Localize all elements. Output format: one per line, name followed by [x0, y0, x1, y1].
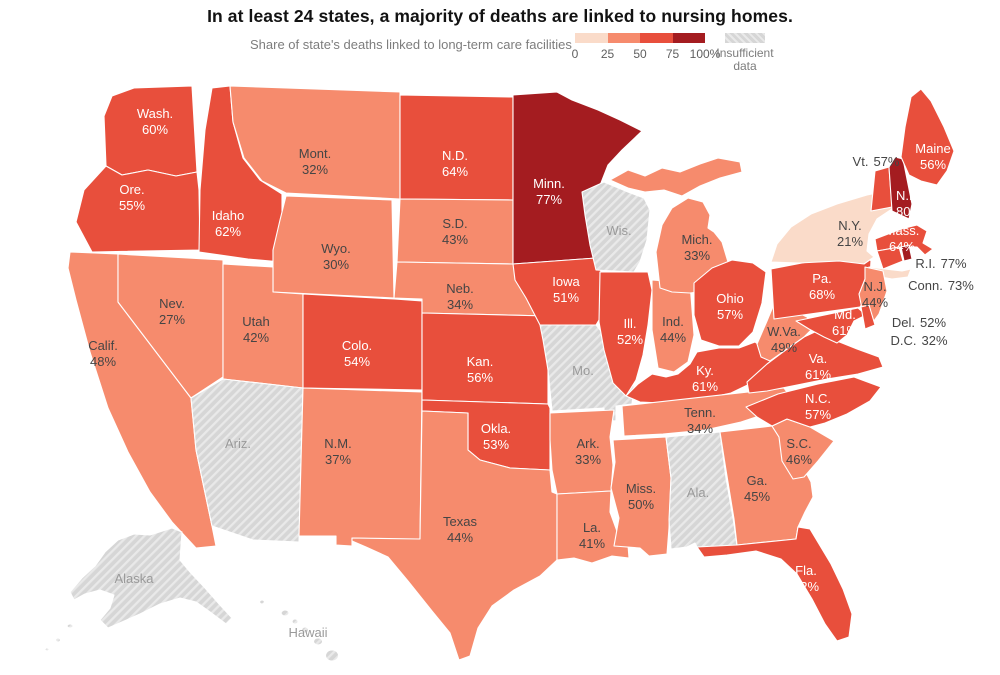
state-wi[interactable] — [581, 181, 651, 273]
state-tx[interactable] — [351, 410, 558, 661]
legend-tick: 25 — [600, 47, 615, 61]
state-ak[interactable] — [55, 637, 62, 643]
legend-tick: 50 — [633, 47, 647, 61]
state-label-ky: Ky. 61% — [692, 363, 718, 394]
state-label-de: Del. 52% — [892, 315, 947, 330]
legend-insufficient-swatch — [725, 33, 765, 43]
state-hi[interactable] — [259, 599, 266, 605]
state-label-tx: Texas 44% — [443, 514, 477, 545]
state-label-nv: Nev. 27% — [159, 296, 185, 327]
legend-tick: 0 — [571, 47, 579, 61]
state-nh[interactable] — [888, 156, 913, 220]
state-oh[interactable] — [693, 259, 767, 347]
state-label-hi: Hawaii — [288, 625, 327, 640]
state-label-wi: Wis. — [606, 223, 631, 238]
state-label-ma: Mass. 64% — [885, 223, 920, 254]
state-label-sd: S.D. 43% — [442, 216, 468, 247]
state-label-oh: Ohio 57% — [716, 291, 743, 322]
state-label-ga: Ga. 45% — [744, 473, 770, 504]
state-label-ri: R.I. 77% — [915, 256, 967, 271]
state-label-nd: N.D. 64% — [442, 148, 468, 179]
state-label-ak: Alaska — [114, 571, 154, 586]
state-label-vt: Vt. 57% — [853, 154, 900, 169]
chart-title: In at least 24 states, a majority of dea… — [207, 6, 793, 26]
state-label-in: Ind. 44% — [660, 314, 686, 345]
state-label-ia: Iowa 51% — [552, 274, 580, 305]
state-hi[interactable] — [280, 609, 290, 617]
state-label-al: Ala. — [687, 485, 709, 500]
legend-swatch-b2 — [640, 33, 673, 43]
state-label-mi: Mich. 33% — [681, 232, 712, 263]
state-vt[interactable] — [870, 166, 893, 212]
state-ri[interactable] — [900, 244, 913, 262]
legend-color-scale — [575, 33, 705, 43]
state-label-az: Ariz. — [225, 436, 251, 451]
state-label-wa: Wash. 60% — [137, 106, 173, 137]
state-label-mt: Mont. 32% — [299, 146, 332, 177]
state-me[interactable] — [900, 88, 955, 186]
state-mi[interactable] — [609, 157, 743, 197]
state-il[interactable] — [598, 271, 653, 397]
color-legend: 0 25 50 75 100% Insufficient data — [571, 33, 835, 73]
legend-caption: Share of state's deaths linked to long-t… — [250, 37, 572, 52]
state-fl[interactable] — [696, 526, 853, 642]
legend-insufficient-label: Insufficient data — [716, 46, 774, 73]
state-label-sc: S.C. 46% — [786, 436, 812, 467]
state-label-il: Ill. 52% — [617, 316, 643, 347]
state-ak[interactable] — [66, 623, 74, 629]
state-label-nc: N.C. 57% — [805, 391, 831, 422]
legend-swatch-b3 — [672, 33, 705, 43]
state-or[interactable] — [75, 165, 201, 253]
state-label-me: Maine 56% — [915, 141, 950, 172]
state-md[interactable] — [795, 307, 867, 344]
state-label-la: La. 41% — [579, 520, 605, 551]
state-label-co: Colo. 54% — [342, 338, 372, 369]
state-label-nj: N.J. 44% — [862, 279, 888, 310]
state-ak[interactable] — [44, 647, 50, 652]
state-de[interactable] — [860, 304, 876, 330]
state-label-id: Idaho 62% — [212, 208, 245, 239]
state-label-ca: Calif. 48% — [88, 338, 118, 369]
state-label-md: Md. 61% — [832, 307, 858, 338]
state-hi[interactable] — [301, 626, 310, 634]
state-label-ar: Ark. 33% — [575, 436, 601, 467]
state-label-ms: Miss. 50% — [626, 481, 656, 512]
state-nc[interactable] — [745, 376, 882, 428]
state-ak[interactable] — [69, 527, 233, 629]
state-label-nm: N.M. 37% — [324, 436, 351, 467]
legend-tick: 75 — [665, 47, 680, 61]
state-label-va: Va. 61% — [805, 351, 831, 382]
state-label-ut: Utah 42% — [242, 314, 269, 345]
state-label-ny: N.Y. 21% — [837, 218, 863, 249]
state-al[interactable] — [665, 431, 738, 554]
legend-tick: 100% — [689, 47, 721, 61]
state-label-mo: Mo. — [572, 363, 594, 378]
state-hi[interactable] — [291, 618, 299, 625]
state-la[interactable] — [556, 490, 630, 564]
legend-swatch-b1 — [607, 33, 640, 43]
state-nv[interactable] — [117, 253, 224, 399]
legend-ticks: 0 25 50 75 100% — [571, 47, 721, 61]
state-label-dc: D.C. 32% — [890, 333, 947, 348]
state-hi[interactable] — [313, 637, 324, 646]
state-label-ok: Okla. 53% — [481, 421, 511, 452]
state-label-ks: Kan. 56% — [467, 354, 494, 385]
state-label-tn: Tenn. 34% — [684, 405, 716, 436]
state-nm[interactable] — [298, 387, 423, 547]
state-label-pa: Pa. 68% — [809, 271, 835, 302]
legend-swatch-b0 — [575, 33, 608, 43]
state-label-wy: Wyo. 30% — [321, 241, 351, 272]
state-label-fl: Fla. 52% — [793, 563, 819, 594]
state-label-wv: W.Va. 49% — [767, 324, 801, 355]
state-tn[interactable] — [621, 387, 791, 437]
state-label-or: Ore. 55% — [119, 182, 145, 213]
state-label-mn: Minn. 77% — [533, 176, 565, 207]
state-ct[interactable] — [876, 246, 904, 270]
state-label-ne: Neb. 34% — [446, 281, 473, 312]
state-hi[interactable] — [325, 649, 340, 662]
state-label-nh: N.H. 80% — [896, 188, 922, 219]
state-label-ct: Conn. 73% — [908, 278, 974, 293]
